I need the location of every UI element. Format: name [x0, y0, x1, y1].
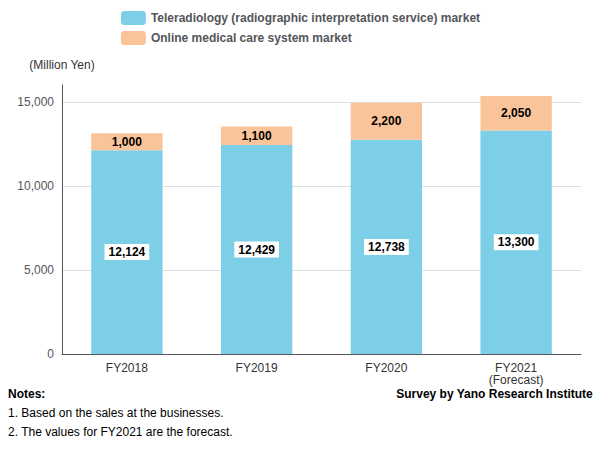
svg-text:Survey by Yano Research Instit: Survey by Yano Research Institute	[396, 387, 593, 401]
svg-text:1,100: 1,100	[242, 129, 272, 143]
svg-text:5,000: 5,000	[24, 263, 54, 277]
svg-text:Online medical care system mar: Online medical care system market	[151, 31, 352, 45]
svg-text:15,000: 15,000	[17, 95, 54, 109]
svg-text:2,200: 2,200	[371, 114, 401, 128]
svg-text:FY2020: FY2020	[365, 361, 407, 375]
svg-text:FY2019: FY2019	[236, 361, 278, 375]
svg-text:12,124: 12,124	[109, 245, 146, 259]
svg-text:FY2018: FY2018	[106, 361, 148, 375]
svg-text:0: 0	[47, 347, 54, 361]
svg-text:2. The values for FY2021 are t: 2. The values for FY2021 are the forecas…	[8, 425, 233, 439]
svg-text:(Million Yen): (Million Yen)	[29, 58, 94, 72]
svg-text:FY2021: FY2021	[495, 361, 538, 375]
svg-text:13,300: 13,300	[498, 235, 535, 249]
svg-text:(Forecast): (Forecast)	[489, 373, 544, 387]
svg-text:12,738: 12,738	[368, 240, 405, 254]
svg-text:1,000: 1,000	[112, 135, 142, 149]
svg-text:12,429: 12,429	[238, 243, 275, 257]
svg-text:10,000: 10,000	[17, 179, 54, 193]
svg-text:Teleradiology (radiographic in: Teleradiology (radiographic interpretati…	[151, 11, 480, 25]
svg-text:Notes:: Notes:	[8, 387, 45, 401]
svg-text:1. Based on the sales at the b: 1. Based on the sales at the businesses.	[8, 406, 223, 420]
svg-text:2,050: 2,050	[501, 106, 531, 120]
